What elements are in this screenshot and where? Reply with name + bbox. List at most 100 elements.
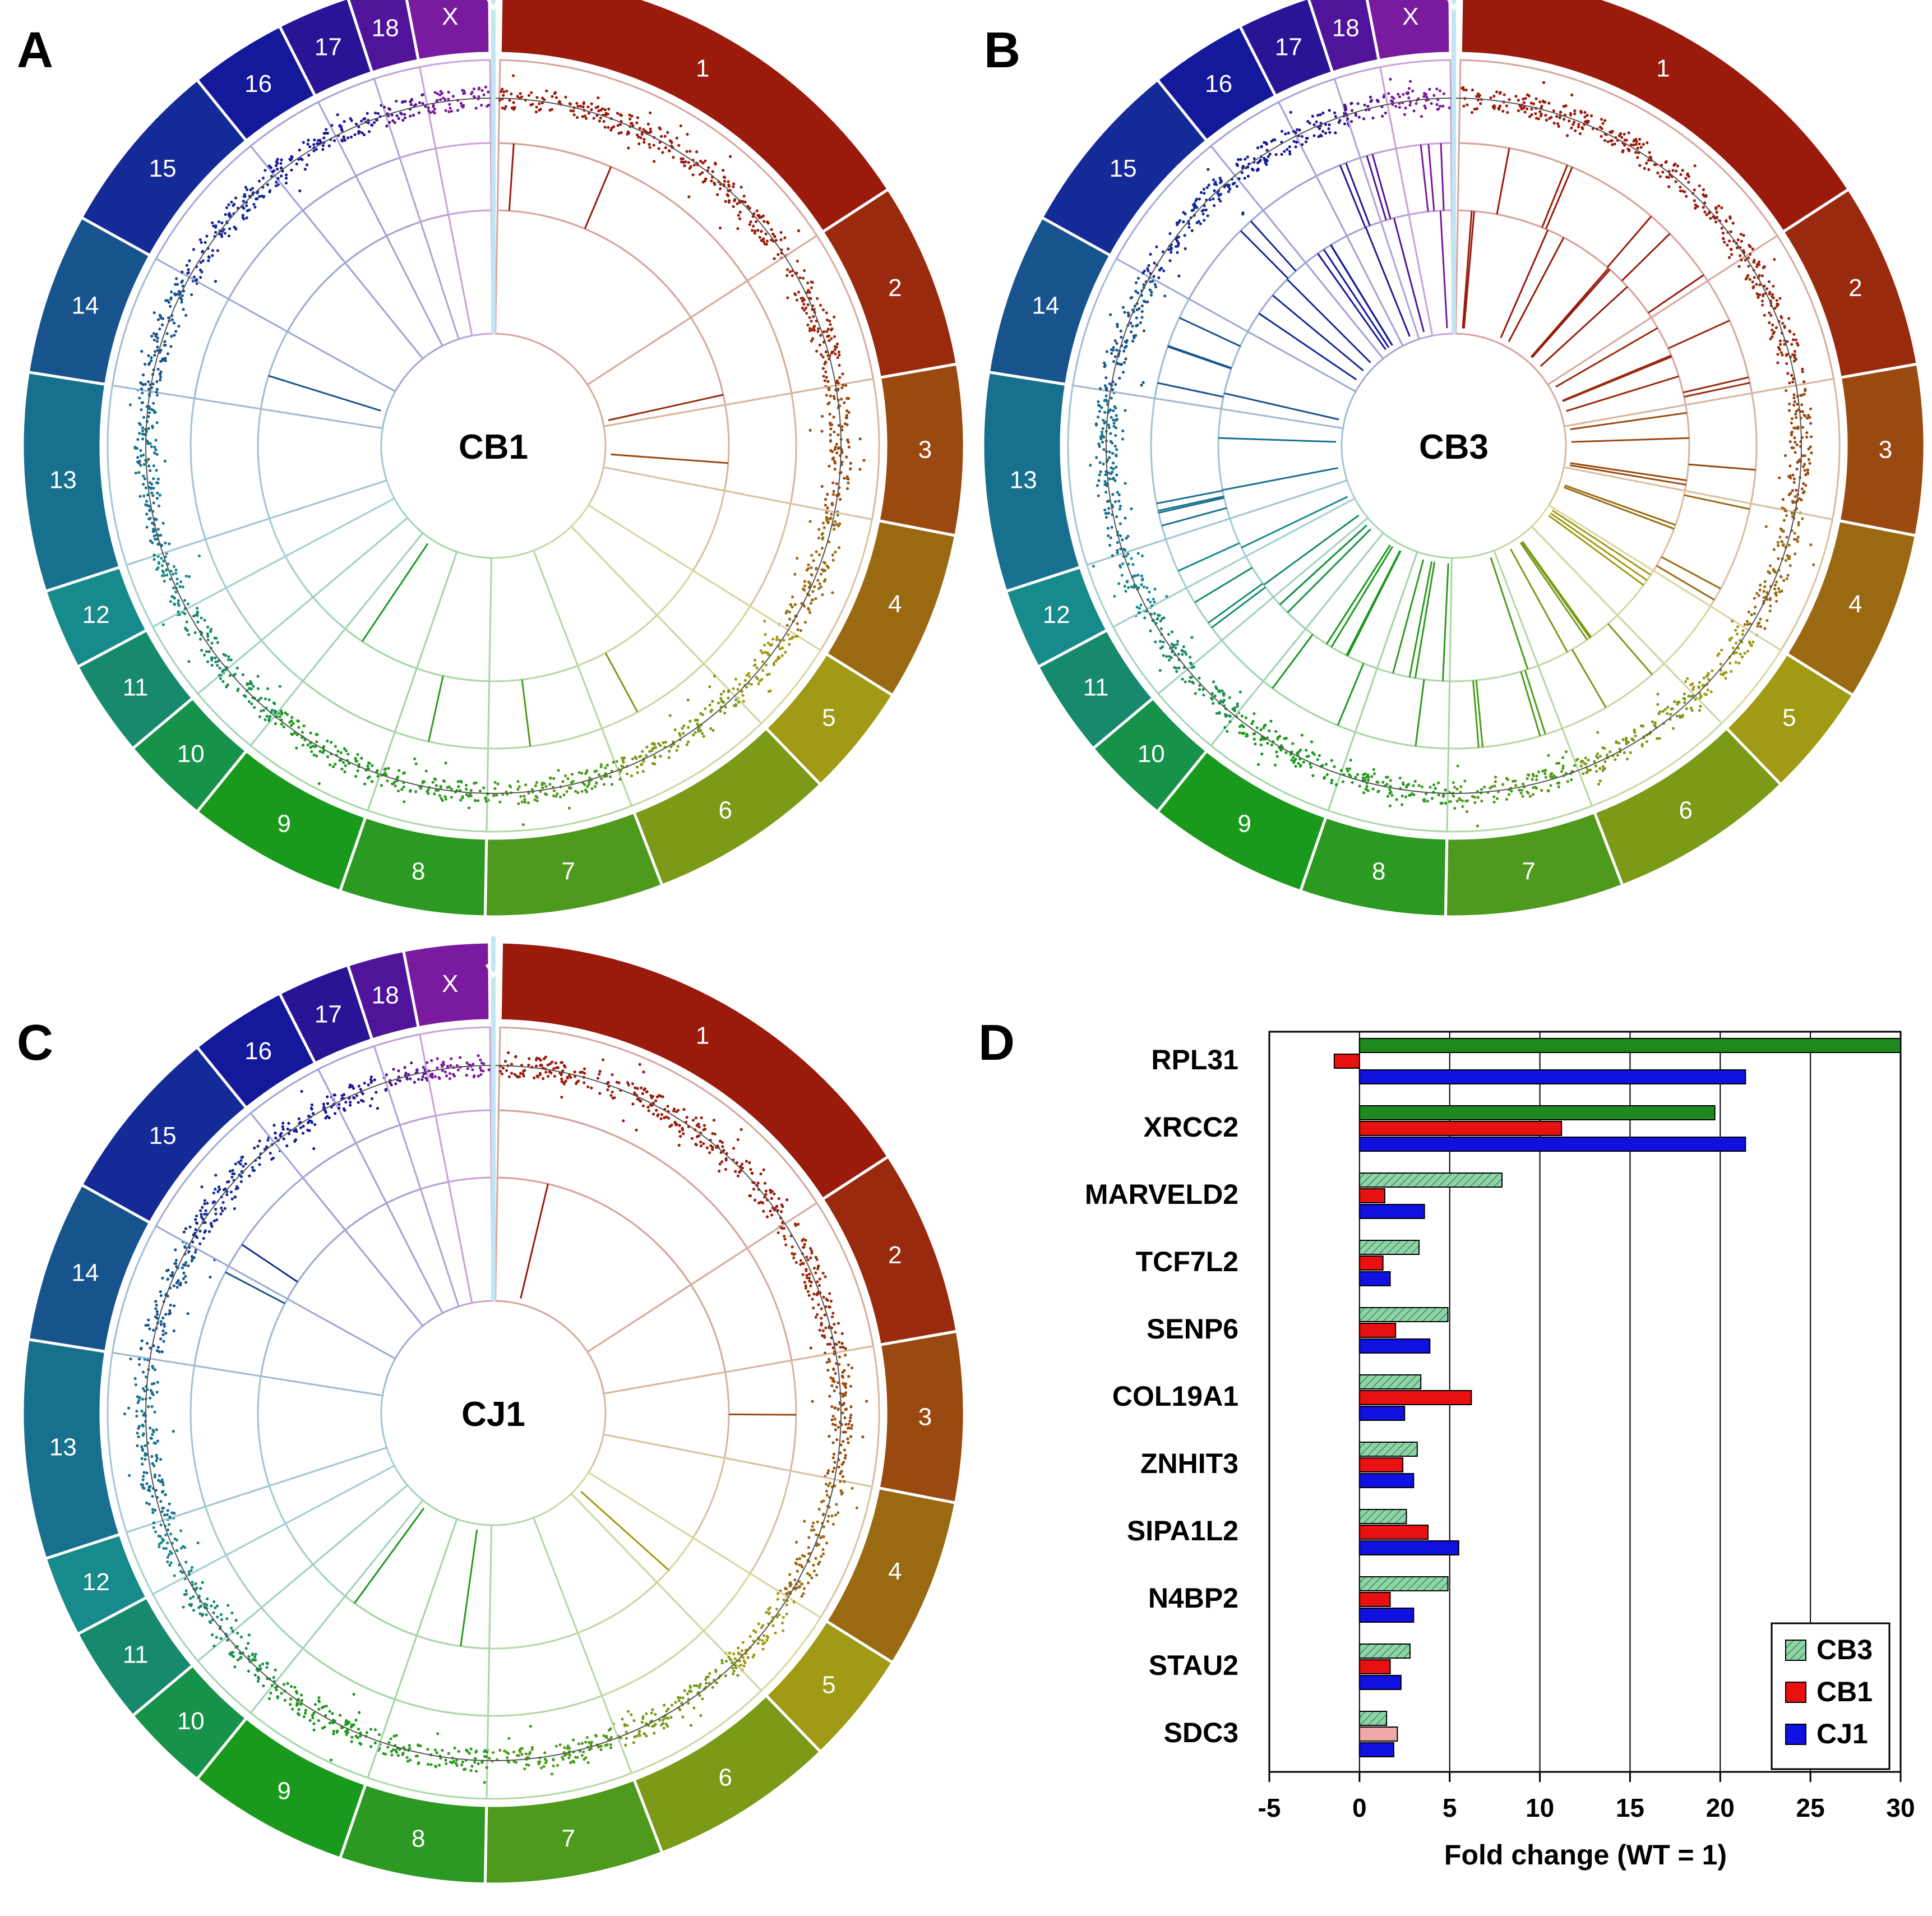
scatter-point xyxy=(1760,299,1764,303)
inner-track-sector xyxy=(302,174,388,264)
scatter-point xyxy=(408,1744,411,1747)
scatter-point xyxy=(667,756,671,759)
scatter-point xyxy=(699,1714,702,1718)
scatter-point xyxy=(477,799,480,802)
scatter-point xyxy=(718,1169,721,1173)
scatter-point xyxy=(810,598,814,602)
scatter-point xyxy=(1312,134,1316,137)
scatter-track-sector xyxy=(1085,538,1188,629)
scatter-point xyxy=(1182,645,1185,649)
scatter-point xyxy=(558,100,561,103)
scatter-point xyxy=(810,339,814,343)
scatter-point xyxy=(1759,583,1762,587)
scatter-point xyxy=(1344,108,1347,112)
scatter-point xyxy=(256,675,260,678)
scatter-point xyxy=(593,784,597,788)
scatter-point xyxy=(1110,352,1113,355)
scatter-point xyxy=(464,1767,467,1771)
scatter-point xyxy=(761,652,764,655)
scatter-point xyxy=(1596,731,1600,734)
scatter-point xyxy=(155,497,159,500)
scatter-point xyxy=(516,1075,520,1079)
scatter-point xyxy=(155,453,159,456)
scatter-point xyxy=(1728,239,1731,243)
scatter-point xyxy=(682,732,685,735)
inner-track-sector xyxy=(302,627,418,733)
scatter-point xyxy=(1731,647,1735,650)
scatter-point xyxy=(253,706,256,709)
scatter-point xyxy=(1684,680,1688,684)
scatter-point xyxy=(158,313,161,317)
scatter-point xyxy=(708,703,711,707)
scatter-point xyxy=(1299,749,1302,752)
scatter-point xyxy=(774,1631,777,1635)
scatter-point xyxy=(160,544,164,547)
scatter-point xyxy=(141,383,145,386)
scatter-point xyxy=(1747,256,1750,260)
scatter-point xyxy=(152,528,155,531)
scatter-point xyxy=(1634,142,1638,146)
scatter-point xyxy=(755,666,759,670)
scatter-point xyxy=(741,1641,745,1644)
scatter-point xyxy=(838,1355,842,1359)
scatter-point xyxy=(1216,192,1219,195)
scatter-point xyxy=(147,380,150,384)
scatter-point xyxy=(419,1744,422,1748)
scatter-point xyxy=(1120,574,1124,577)
scatter-point xyxy=(140,401,144,404)
scatter-point xyxy=(446,786,449,789)
scatter-point xyxy=(273,711,277,714)
scatter-point xyxy=(597,96,600,100)
inner-track-sector xyxy=(723,1359,797,1472)
scatter-point xyxy=(1711,669,1714,672)
scatter-point xyxy=(205,234,209,238)
scatter-point xyxy=(1595,769,1598,773)
scatter-point xyxy=(272,169,276,173)
scatter-point xyxy=(844,1354,847,1357)
scatter-point xyxy=(1783,325,1786,328)
scatter-point xyxy=(523,1069,526,1072)
scatter-point xyxy=(1689,695,1693,698)
scatter-point xyxy=(150,445,153,449)
scatter-point xyxy=(386,1746,390,1749)
scatter-point xyxy=(1534,97,1538,100)
scatter-point xyxy=(387,767,390,770)
scatter-point xyxy=(839,1345,842,1349)
chromosome-label-3: 3 xyxy=(918,1403,932,1431)
scatter-point xyxy=(1542,81,1546,84)
scatter-point xyxy=(156,543,160,546)
scatter-point xyxy=(742,1656,745,1659)
scatter-point xyxy=(1429,786,1432,789)
scatter-point xyxy=(1173,643,1176,647)
scatter-point xyxy=(604,1735,608,1739)
scatter-point xyxy=(765,1611,768,1614)
scatter-point xyxy=(227,203,230,206)
scatter-point xyxy=(764,663,768,667)
scatter-point xyxy=(498,99,502,102)
variant-line xyxy=(361,543,429,642)
scatter-point xyxy=(1181,677,1184,681)
scatter-point xyxy=(1412,793,1416,796)
inner-track-sector xyxy=(487,664,603,750)
variant-line xyxy=(1520,671,1541,737)
scatter-point xyxy=(1136,276,1140,280)
scatter-point xyxy=(1809,445,1812,449)
scatter-point xyxy=(682,1132,685,1135)
scatter-point xyxy=(196,610,199,613)
scatter-point xyxy=(142,494,146,498)
scatter-point xyxy=(1741,655,1744,659)
scatter-point xyxy=(1406,92,1409,95)
scatter-point xyxy=(147,354,150,357)
scatter-point xyxy=(1461,805,1464,809)
scatter-point xyxy=(1785,535,1788,539)
scatter-point xyxy=(1772,548,1776,551)
panel-letter-c: C xyxy=(17,1015,53,1071)
variant-line xyxy=(1684,494,1750,510)
scatter-point xyxy=(835,451,839,455)
scatter-point xyxy=(1308,122,1311,125)
scatter-point xyxy=(640,763,644,766)
scatter-point xyxy=(811,1298,814,1301)
scatter-point xyxy=(138,459,141,463)
scatter-point xyxy=(1354,775,1357,779)
